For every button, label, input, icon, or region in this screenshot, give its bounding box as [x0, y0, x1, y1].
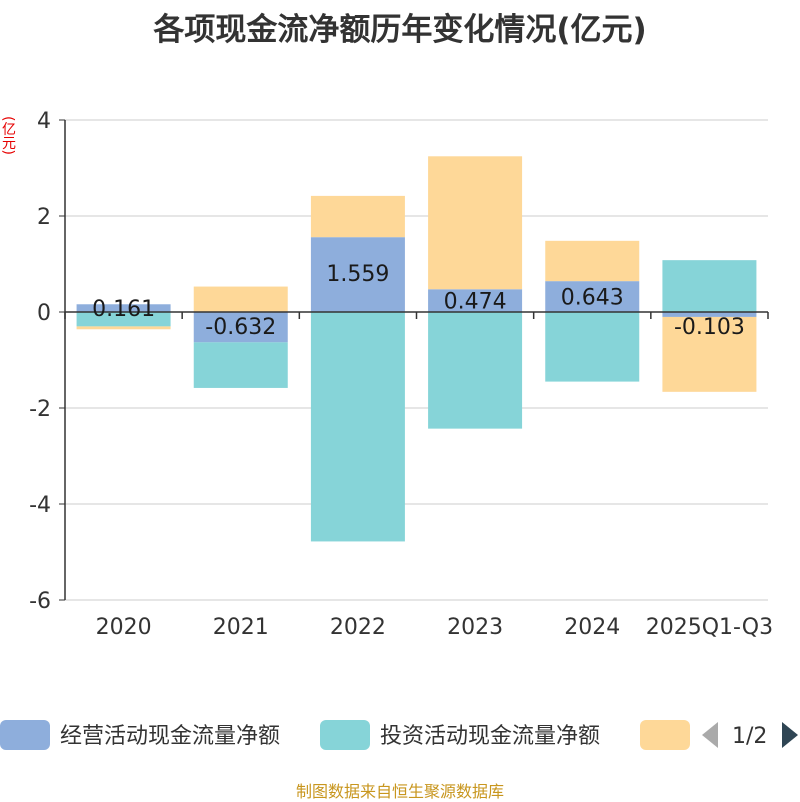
bar-series2-2021 [193, 342, 288, 388]
data-label-2023: 0.474 [444, 290, 507, 315]
y-tick-label: -4 [29, 493, 51, 518]
bar-series3-2025Q1-Q3 [662, 316, 757, 392]
legend-swatch-1[interactable] [0, 720, 50, 750]
y-tick-label: 4 [37, 109, 51, 134]
bar-series3-2021 [193, 286, 288, 312]
bar-series2-2020 [76, 312, 171, 327]
y-tick-label: -2 [29, 397, 51, 422]
legend-page-indicator: 1/2 [732, 724, 767, 749]
bar-series1-2022 [310, 237, 405, 312]
y-tick-label: 0 [37, 301, 51, 326]
bar-series2-2022 [310, 312, 405, 542]
bar-series3-2022 [310, 195, 405, 238]
legend-next-arrow-icon[interactable] [782, 722, 798, 748]
x-tick-label-2021: 2021 [213, 615, 269, 640]
data-label-2024: 0.643 [561, 286, 624, 311]
bar-series3-2023 [428, 156, 523, 290]
legend-label-2[interactable]: 投资活动现金流量净额 [380, 724, 600, 749]
data-source-note: 制图数据来自恒生聚源数据库 [295, 782, 504, 801]
legend-swatch-2[interactable] [320, 720, 370, 750]
data-label-2025Q1-Q3: -0.103 [674, 315, 745, 340]
y-axis-unit-label: (亿元) [0, 116, 16, 155]
bar-series3-2024 [545, 240, 640, 282]
x-tick-label-2023: 2023 [447, 615, 503, 640]
chart-title: 各项现金流净额历年变化情况(亿元) [153, 12, 647, 48]
bar-series1-2023 [428, 289, 523, 312]
legend-prev-arrow-icon[interactable] [702, 722, 718, 748]
bar-series2-2023 [428, 312, 523, 429]
x-tick-label-2020: 2020 [96, 615, 152, 640]
bar-series2-2025Q1-Q3 [662, 260, 757, 312]
y-tick-label: 2 [37, 205, 51, 230]
x-tick-label-2022: 2022 [330, 615, 386, 640]
bar-series1-2025Q1-Q3 [662, 312, 757, 317]
bar-series2-2024 [545, 312, 640, 382]
x-tick-label-2024: 2024 [564, 615, 620, 640]
data-label-2022: 1.559 [326, 262, 389, 287]
bar-series1-2020 [76, 304, 171, 312]
x-tick-label-2025Q1-Q3: 2025Q1-Q3 [646, 615, 773, 640]
bar-series1-2024 [545, 281, 640, 312]
bar-series3-2020 [76, 326, 171, 330]
data-label-2020: 0.161 [92, 297, 155, 322]
legend-label-1[interactable]: 经营活动现金流量净额 [60, 724, 280, 749]
y-tick-label: -6 [29, 589, 51, 614]
legend-swatch-3[interactable] [640, 720, 690, 750]
data-label-2021: -0.632 [205, 315, 276, 340]
bar-series1-2021 [193, 312, 288, 343]
